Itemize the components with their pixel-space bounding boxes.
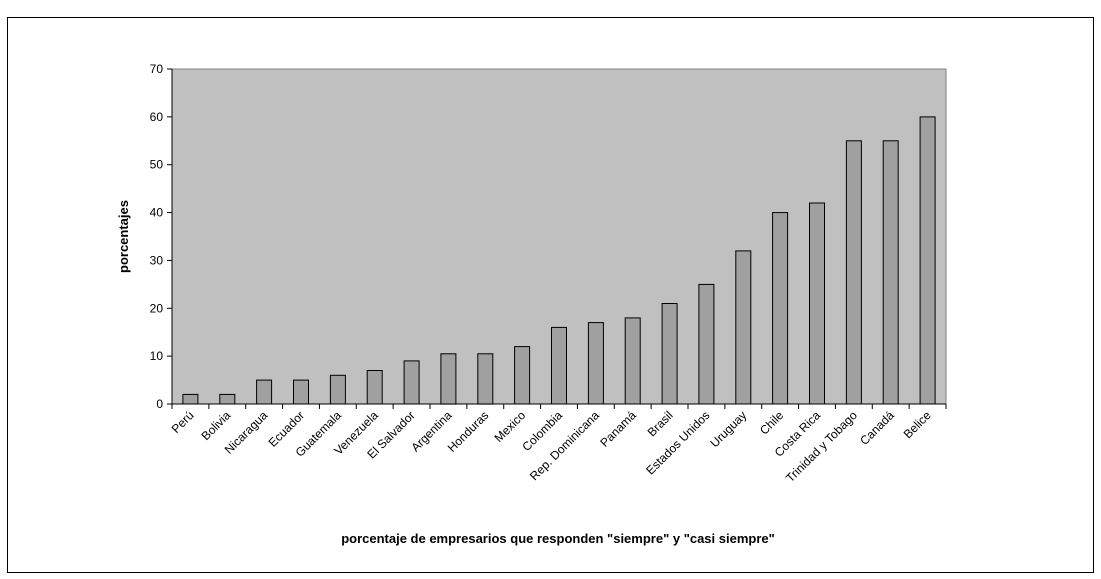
x-tick-label: Brasil [645,408,676,439]
bar-brasil [661,303,678,405]
x-tick-label: Bolivia [199,408,234,443]
bar-uruguay [735,250,752,405]
x-tick-label: Estados Unidos [643,408,712,477]
bars-group [182,116,936,405]
bar-colombia [551,326,567,405]
bar-el-salvador [403,360,420,405]
bar-estados-unidos [698,283,715,405]
axes-group [167,68,947,409]
x-tick-label: Panamá [597,408,639,450]
x-tick-label: Uruguay [707,408,749,450]
y-tick-label: 0 [156,397,163,411]
bar-belice [919,116,936,405]
bar-mexico [514,346,531,405]
bar-rep-dominicana [587,322,604,405]
x-tick-label: Honduras [445,408,492,455]
y-tick-label: 60 [150,110,164,124]
x-axis-title: porcentaje de empresarios que responden … [341,531,775,546]
x-tick-label: Canadá [857,408,897,448]
bar-panam- [624,317,641,405]
bar-costa-rica [809,202,825,405]
bar-bolivia [219,393,236,405]
bar-canad- [882,140,899,405]
bar-ecuador [293,379,309,405]
y-tick-label: 30 [150,253,164,267]
bar-per- [182,393,199,405]
x-tick-label: Belice [901,408,934,441]
x-tick-label: Perú [169,408,197,436]
bar-chile [772,212,789,405]
bar-argentina [440,353,457,405]
bar-guatemala [329,374,346,405]
y-tick-label: 40 [150,206,164,220]
y-tick-label: 20 [150,301,164,315]
y-axis-title: porcentajes [116,200,131,273]
bar-trinidad-y-tobago [845,140,862,405]
x-tick-label: Rep. Dominicana [527,408,602,483]
bar-venezuela [366,370,383,405]
x-tick-labels: Perú BoliviaNicaraguaEcuadorGuatemalaVene… [169,408,934,485]
x-tick-label: Chile [757,408,786,437]
y-tick-labels: 0 10 20 30 40 50 60 70 [150,62,164,411]
bar-chart: 0 10 20 30 40 50 60 70 Perú BoliviaNicaraguaEcua… [116,62,947,546]
y-tick-label: 50 [150,158,164,172]
y-tick-label: 70 [150,62,164,76]
bar-nicaragua [256,379,273,405]
chart-frame: 0 10 20 30 40 50 60 70 Perú Bolivia Nicaragua Ecua… [7,17,1094,573]
y-tick-label: 10 [150,349,164,363]
bar-honduras [477,353,494,405]
